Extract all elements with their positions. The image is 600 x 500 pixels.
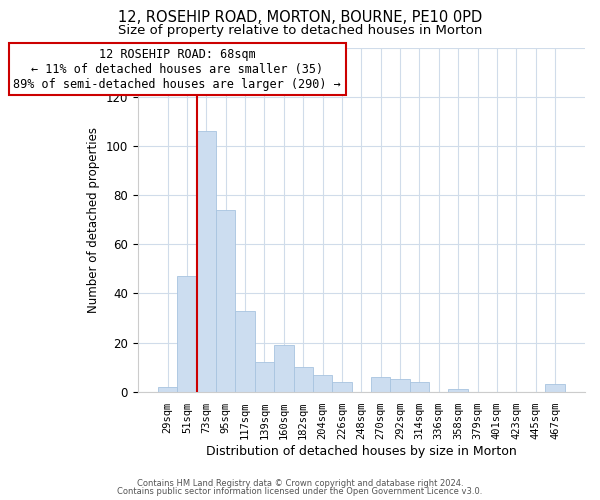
Bar (274, 345, 293, 392)
Y-axis label: Number of detached properties: Number of detached properties (87, 126, 100, 312)
Text: 12, ROSEHIP ROAD, MORTON, BOURNE, PE10 0PD: 12, ROSEHIP ROAD, MORTON, BOURNE, PE10 0… (118, 10, 482, 25)
Bar (158, 387, 178, 392)
Bar (216, 210, 235, 392)
Bar (178, 276, 197, 392)
Bar (255, 362, 274, 392)
Text: 12 ROSEHIP ROAD: 68sqm
← 11% of detached houses are smaller (35)
89% of semi-det: 12 ROSEHIP ROAD: 68sqm ← 11% of detached… (13, 48, 341, 90)
X-axis label: Distribution of detached houses by size in Morton: Distribution of detached houses by size … (206, 444, 517, 458)
Bar (448, 390, 468, 392)
Bar (293, 367, 313, 392)
Bar (545, 384, 565, 392)
Bar (235, 310, 255, 392)
Bar (313, 374, 332, 392)
Bar (410, 382, 429, 392)
Text: Size of property relative to detached houses in Morton: Size of property relative to detached ho… (118, 24, 482, 37)
Bar (197, 131, 216, 392)
Bar (371, 377, 391, 392)
Bar (332, 382, 352, 392)
Text: Contains HM Land Registry data © Crown copyright and database right 2024.: Contains HM Land Registry data © Crown c… (137, 478, 463, 488)
Bar (391, 380, 410, 392)
Text: Contains public sector information licensed under the Open Government Licence v3: Contains public sector information licen… (118, 487, 482, 496)
